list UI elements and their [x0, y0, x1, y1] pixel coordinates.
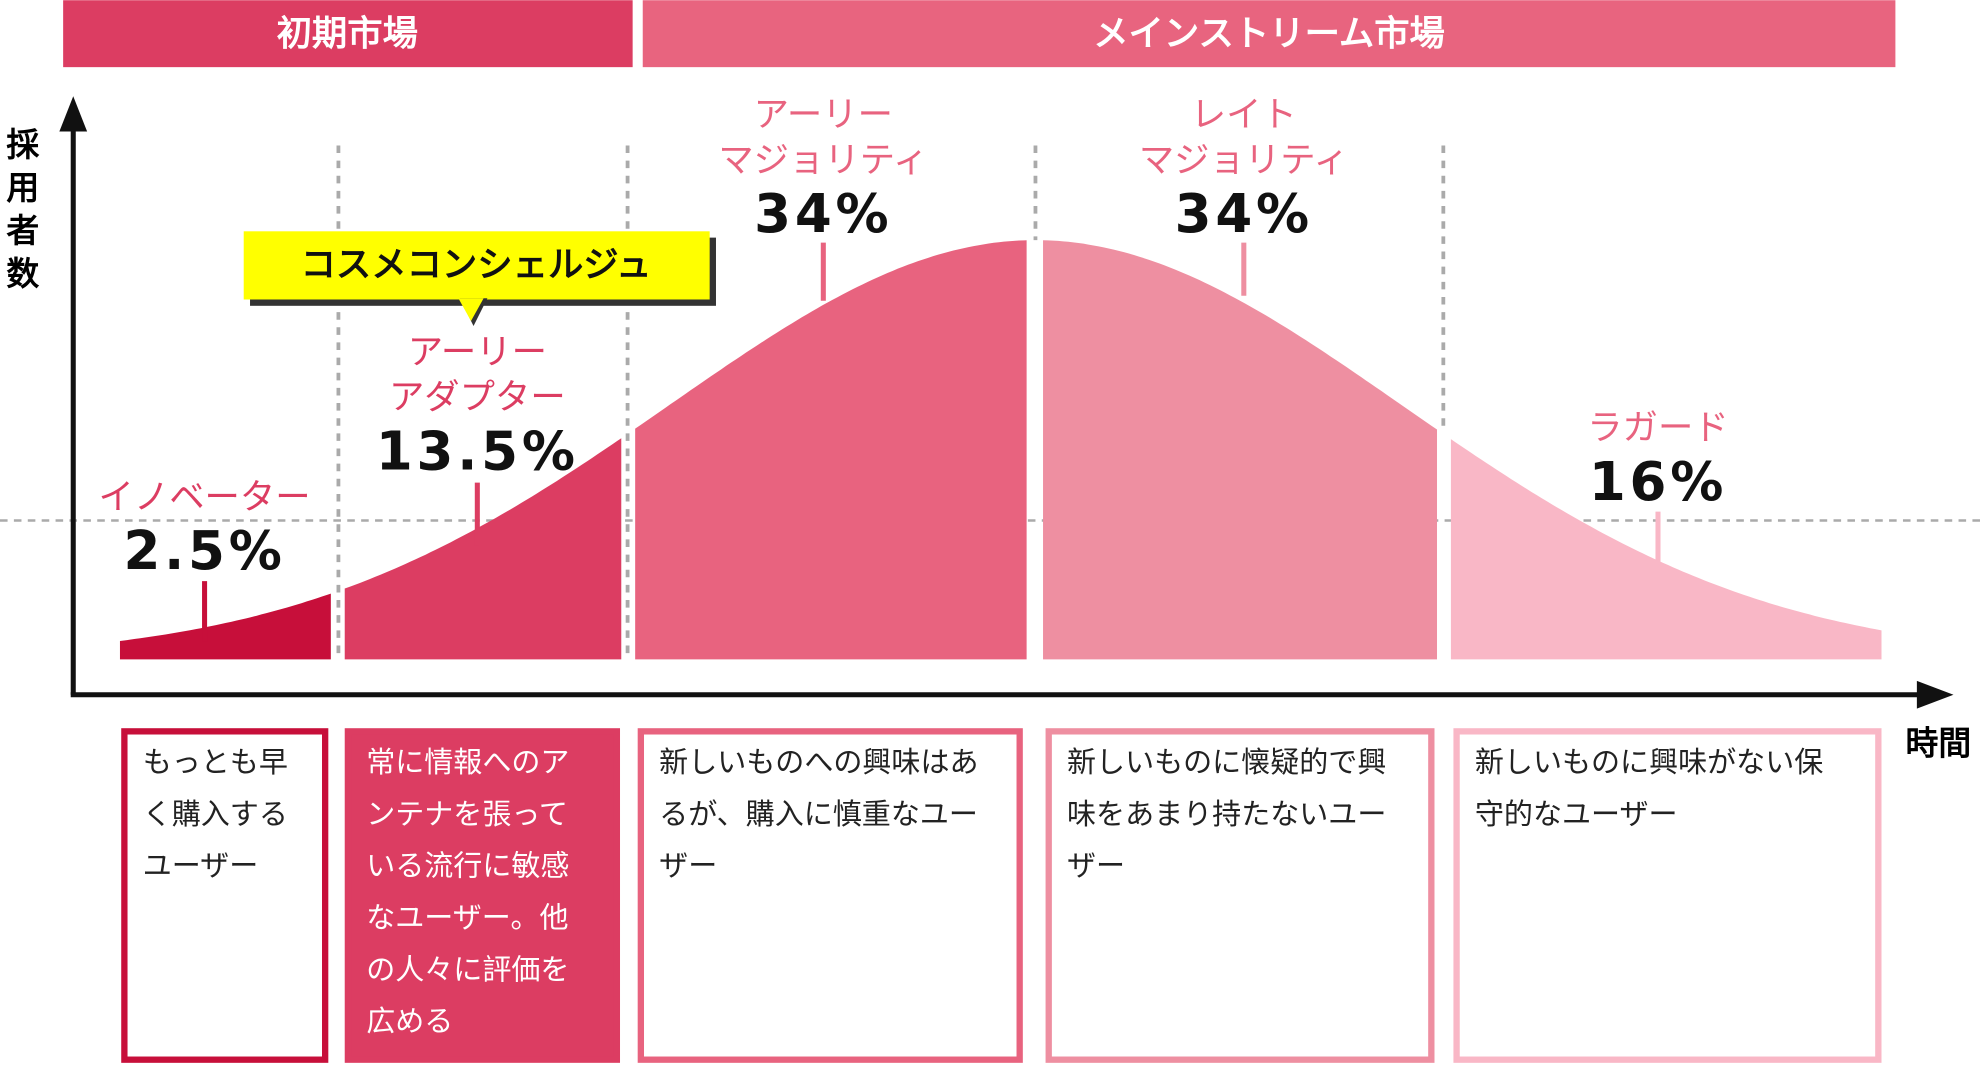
description-text: ンテナを張って — [366, 797, 568, 831]
segment-share: 16% — [1589, 451, 1727, 513]
description-text: 常に情報へのア — [366, 745, 569, 779]
axis-arrow — [1916, 680, 1954, 709]
description-text: の人々に評価を — [366, 952, 569, 986]
description-text: 広める — [366, 1004, 453, 1038]
segment-share: 34% — [754, 183, 892, 245]
segment-name: ラガード — [1587, 408, 1728, 449]
curve-segment — [119, 593, 331, 660]
description-text: ザー — [659, 849, 717, 883]
market-label: メインストリーム市場 — [1093, 14, 1445, 55]
description-text: 新しいものへの興味はあ — [659, 745, 978, 779]
description-box — [637, 728, 1023, 1063]
curve — [119, 240, 1882, 660]
x-axis-label: 時間 — [1906, 725, 1972, 763]
description-text: 守的なユーザー — [1475, 797, 1678, 831]
description-text: ザー — [1067, 849, 1125, 883]
description-box — [344, 728, 621, 1063]
description-text: るが、購入に慎重なユー — [659, 797, 978, 831]
y-axis-label: 数 — [6, 255, 39, 293]
segment-share: 34% — [1175, 183, 1313, 245]
description-text: ユーザー — [143, 849, 259, 883]
callout-box — [243, 231, 710, 300]
segment-share: 13.5% — [376, 420, 579, 482]
callout-pointer — [458, 298, 484, 321]
segment-name: レイト — [1191, 94, 1297, 135]
description-box — [121, 728, 329, 1063]
description-box — [1453, 728, 1882, 1063]
market-bar — [642, 0, 1896, 68]
segment-name: アーリー — [754, 94, 893, 135]
curve-segment — [344, 438, 622, 660]
y-axis-label: 者 — [6, 212, 39, 250]
segment-name: マジョリティ — [718, 140, 928, 181]
dividers — [336, 145, 1446, 660]
segment-name: イノベーター — [99, 477, 311, 518]
description-text: 新しいものに懐疑的で興 — [1067, 745, 1386, 779]
description-text: いる流行に敏感 — [366, 849, 569, 883]
segment-name: アーリー — [408, 332, 547, 373]
description-text: もっとも早 — [143, 745, 288, 779]
description-text: なユーザー。他 — [366, 901, 568, 935]
description-text: 味をあまり持たないユー — [1067, 797, 1386, 831]
curve-segment — [635, 240, 1027, 660]
curve-segment — [1450, 439, 1882, 660]
y-axis-label: 用 — [6, 169, 39, 207]
market-label: 初期市場 — [277, 14, 418, 55]
segment-name: マジョリティ — [1139, 140, 1349, 181]
y-axis-label: 採 — [6, 126, 40, 164]
segment-share: 2.5% — [123, 520, 285, 582]
axis-arrow — [59, 96, 88, 132]
description-text: く購入する — [143, 797, 288, 831]
segment-name: アダプター — [389, 377, 566, 418]
description-text: 新しいものに興味がない保 — [1475, 745, 1823, 779]
market-bar — [63, 0, 633, 68]
curve-segment — [1043, 240, 1438, 660]
callout-text: コスメコンシェルジュ — [301, 245, 652, 286]
description-box — [1045, 728, 1435, 1063]
